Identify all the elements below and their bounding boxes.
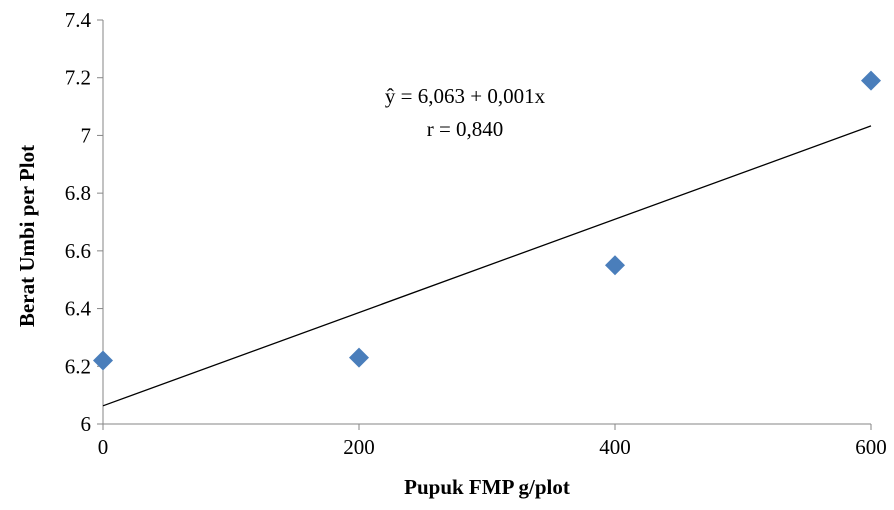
x-tick-label: 400 [599,435,631,459]
x-tick-label: 200 [343,435,375,459]
x-tick-label: 600 [855,435,887,459]
data-point [861,70,881,91]
regression-equation: ŷ = 6,063 + 0,001x [385,84,546,108]
y-tick-label: 6 [81,412,92,436]
data-point [349,347,369,368]
y-axis-ticks: 6 6.2 6.4 6.6 6.8 7 7.2 7.4 [65,8,103,436]
y-tick-label: 7.4 [65,8,92,32]
y-axis-title: Berat Umbi per Plot [15,145,39,327]
data-point [93,350,113,371]
data-point [605,255,625,276]
y-tick-label: 6.4 [65,297,92,321]
correlation-coefficient: r = 0,840 [427,117,504,141]
y-tick-label: 7.2 [65,66,91,90]
y-tick-label: 6.6 [65,239,91,263]
y-tick-label: 7 [81,123,92,147]
y-tick-label: 6.8 [65,181,91,205]
x-axis-ticks: 0 200 400 600 [98,424,887,459]
y-tick-label: 6.2 [65,354,91,378]
x-tick-label: 0 [98,435,109,459]
trendline [102,125,872,407]
x-axis-title: Pupuk FMP g/plot [404,475,570,499]
data-points [93,70,881,371]
